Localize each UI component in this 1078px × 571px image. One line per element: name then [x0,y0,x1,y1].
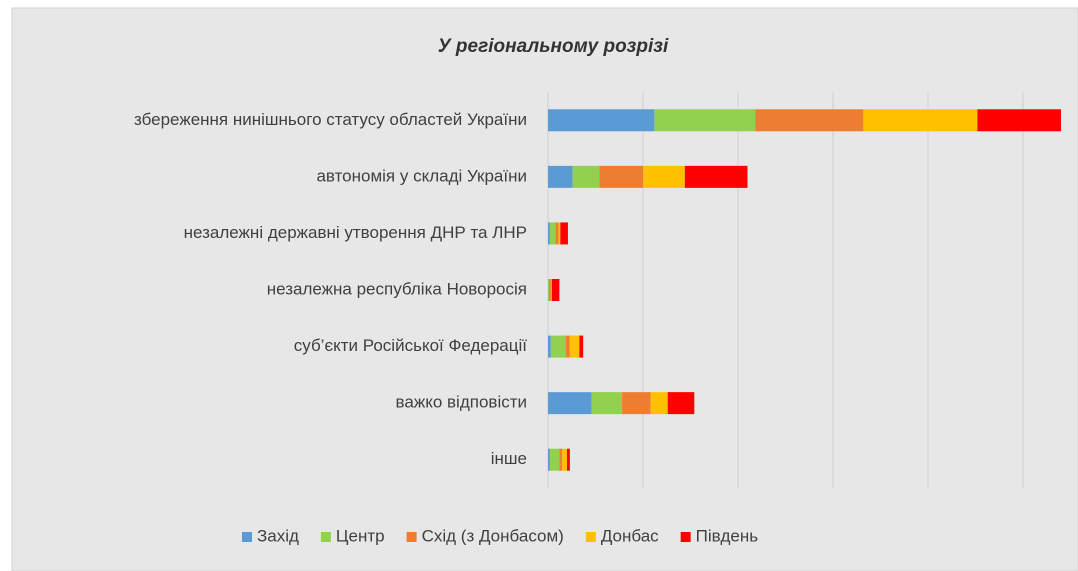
chart-area [11,7,1078,571]
bar-segment [548,392,592,415]
bar-segment [558,222,561,245]
bar-segment [667,392,695,415]
bar-segment [550,279,552,301]
bar-segment [579,335,584,358]
bar-segment [755,109,864,132]
legend-swatch [585,532,596,542]
bar-segment [548,109,655,132]
legend-label: Схід (з Донбасом) [422,526,564,545]
bar-segment [566,335,570,358]
bar-segment [562,448,567,471]
bar-segment [567,448,570,471]
bar-segment [684,165,748,188]
bar-segment [560,222,568,245]
y-tick-label: інше [491,449,527,468]
bar-segment [643,165,685,188]
bar-segment [548,222,550,245]
legend-label: Південь [696,526,759,545]
bar-segment [977,109,1061,132]
bar-segment [572,165,600,188]
chart-title: У регіональному розрізі [438,36,669,57]
y-tick-label: збереження нинішнього статусу областей У… [134,110,527,129]
bar-segment [548,165,573,188]
bar-segment [551,279,560,301]
y-tick-label: незалежна республіка Новоросія [267,279,527,298]
legend-swatch [320,532,331,542]
legend-label: Донбас [601,526,659,545]
bar-segment [548,448,550,471]
bar-segment [559,448,563,471]
y-tick-label: автономія у складі України [316,166,527,185]
bar-segment [549,222,556,245]
bar-segment [591,392,623,415]
bar-segment [569,335,580,358]
bar-segment [622,392,651,415]
bar-segment [650,392,668,415]
bar-segment [548,335,551,358]
legend-label: Захід [257,526,299,545]
bar-segment [555,222,559,245]
bar-segment [863,109,978,132]
bar-segment [548,279,551,301]
bar-segment [654,109,756,132]
y-tick-label: незалежні державні утворення ДНР та ЛНР [184,223,527,242]
bar-segment [549,448,560,471]
bar-segment [599,165,643,188]
y-tick-label: важко відповісти [396,393,527,412]
legend-swatch [242,532,252,542]
bar-segment [548,279,549,301]
legend-swatch [406,532,417,542]
legend-swatch [680,532,691,542]
bar-segment [550,335,567,358]
legend-label: Центр [336,526,385,545]
y-tick-label: суб’єкти Російської Федерації [294,336,528,355]
